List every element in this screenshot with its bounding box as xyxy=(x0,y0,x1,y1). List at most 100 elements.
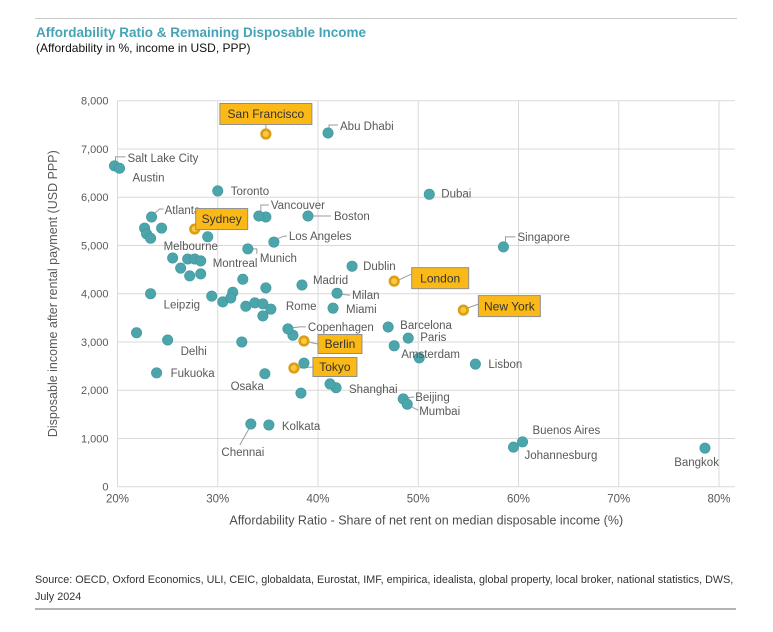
x-tick-label: 20% xyxy=(106,494,129,506)
data-point xyxy=(507,441,519,453)
data-point-highlighted xyxy=(388,275,400,287)
data-point xyxy=(265,303,277,315)
city-label: Melbourne xyxy=(164,241,218,253)
city-label: Leipzig xyxy=(164,300,200,312)
y-tick-label: 7,000 xyxy=(81,144,109,156)
y-tick-label: 8,000 xyxy=(81,96,109,108)
y-tick-label: 4,000 xyxy=(81,289,109,301)
data-point xyxy=(327,302,339,314)
data-point xyxy=(302,210,314,222)
city-label: Lisbon xyxy=(488,359,522,371)
city-label: Milan xyxy=(352,290,379,302)
data-point xyxy=(388,340,400,352)
data-point xyxy=(497,241,509,253)
data-point xyxy=(263,419,275,431)
data-point xyxy=(382,321,394,333)
label-callout-line xyxy=(153,208,164,215)
data-point xyxy=(245,418,257,430)
data-point xyxy=(145,288,157,300)
data-point xyxy=(156,222,168,234)
data-point xyxy=(699,442,711,454)
x-axis-title: Affordability Ratio - Share of net rent … xyxy=(229,514,623,528)
top-divider xyxy=(35,18,737,19)
data-point xyxy=(257,310,269,322)
source-note: Source: OECD, Oxford Economics, ULI, CEI… xyxy=(35,572,733,605)
city-label: Atlanta xyxy=(165,205,201,217)
y-tick-label: 5,000 xyxy=(81,240,109,252)
data-point xyxy=(225,292,237,304)
city-label: Buenos Aires xyxy=(533,425,601,437)
data-point xyxy=(282,323,294,335)
y-tick-label: 0 xyxy=(102,482,108,494)
highlighted-city-box xyxy=(219,102,313,125)
x-tick-label: 60% xyxy=(507,494,530,506)
city-label: Abu Dhabi xyxy=(340,121,394,133)
city-label: Osaka xyxy=(231,381,265,393)
source-line-2: July 2024 xyxy=(35,590,82,603)
city-label: Austin xyxy=(133,172,165,184)
data-point xyxy=(162,334,174,346)
data-point xyxy=(114,162,126,174)
data-point xyxy=(202,231,214,243)
data-point-highlighted xyxy=(260,128,272,140)
city-label: Chennai xyxy=(221,447,264,459)
highlighted-city-label: Tokyo xyxy=(319,360,351,374)
data-point xyxy=(346,260,358,272)
data-point-highlighted xyxy=(298,335,310,347)
data-point xyxy=(237,273,249,285)
city-label: Singapore xyxy=(517,232,569,244)
data-point xyxy=(242,243,254,255)
data-point-highlighted xyxy=(288,362,300,374)
city-label: Munich xyxy=(260,253,297,265)
data-point xyxy=(402,332,414,344)
data-point xyxy=(259,368,271,380)
city-label: Barcelona xyxy=(400,320,452,332)
chart-subtitle: (Affordability in %, income in USD, PPP) xyxy=(36,41,251,55)
city-label: Dublin xyxy=(363,261,396,273)
highlighted-city-label: Berlin xyxy=(325,337,356,351)
label-callout-line xyxy=(397,273,412,281)
x-tick-label: 50% xyxy=(407,494,430,506)
city-label: Paris xyxy=(420,332,446,344)
city-label: Copenhagen xyxy=(308,322,374,334)
source-line-1: Source: OECD, Oxford Economics, ULI, CEI… xyxy=(35,574,734,586)
city-label: Fukuoka xyxy=(171,368,216,380)
y-tick-label: 1,000 xyxy=(81,433,109,445)
city-label: Bangkok xyxy=(674,457,719,469)
data-point xyxy=(295,387,307,399)
city-label: Mumbai xyxy=(419,406,460,418)
city-label: Dubai xyxy=(441,188,471,200)
data-point xyxy=(206,290,218,302)
label-callout-line xyxy=(276,235,287,240)
city-label: Los Angeles xyxy=(289,231,352,243)
y-tick-label: 3,000 xyxy=(81,337,109,349)
label-callout-line xyxy=(504,236,516,243)
city-label: Madrid xyxy=(313,275,348,287)
highlighted-city-box xyxy=(312,357,358,378)
label-callout-line xyxy=(260,204,269,213)
data-point xyxy=(413,352,425,364)
city-label: Boston xyxy=(334,211,370,223)
data-point xyxy=(167,252,179,264)
label-callout-line xyxy=(114,156,126,162)
city-label: Beijing xyxy=(415,392,450,404)
data-point xyxy=(517,436,529,448)
city-label: Shanghai xyxy=(349,384,398,396)
highlighted-city-box xyxy=(195,208,249,231)
data-point xyxy=(253,210,265,222)
bottom-divider xyxy=(35,608,736,610)
city-label: Amsterdam xyxy=(401,349,460,361)
data-point xyxy=(298,357,310,369)
city-label: Vancouver xyxy=(271,200,325,212)
highlighted-city-label: New York xyxy=(484,299,536,313)
city-label: Salt Lake City xyxy=(127,153,198,165)
data-point xyxy=(268,236,280,248)
x-tick-label: 80% xyxy=(707,494,730,506)
city-label: Johannesburg xyxy=(524,450,597,462)
chart-title: Affordability Ratio & Remaining Disposab… xyxy=(36,25,367,40)
data-point xyxy=(324,378,336,390)
city-label: Rome xyxy=(286,301,317,313)
data-point xyxy=(212,185,224,197)
data-point xyxy=(423,188,435,200)
